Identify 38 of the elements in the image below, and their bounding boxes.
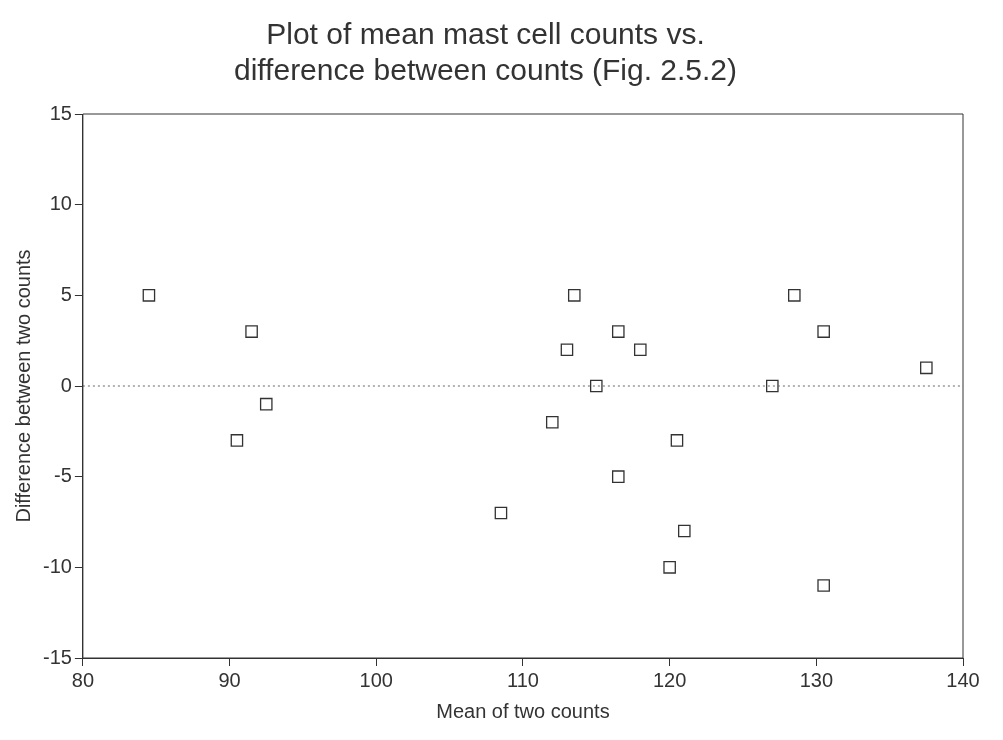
point bbox=[678, 524, 691, 538]
point bbox=[230, 434, 244, 447]
x-tick-label: 130 bbox=[799, 668, 834, 691]
point bbox=[560, 343, 574, 357]
point bbox=[920, 361, 933, 375]
point bbox=[611, 325, 625, 338]
point bbox=[670, 434, 684, 447]
x-tick-label: 110 bbox=[507, 668, 539, 691]
point bbox=[633, 343, 647, 357]
point bbox=[545, 415, 559, 429]
text: Plot of mean mast cell counts vs. bbox=[266, 17, 705, 51]
point bbox=[788, 289, 801, 302]
point bbox=[567, 289, 581, 302]
x-tick-label: 120 bbox=[652, 668, 687, 691]
y-tick-label: -10 bbox=[43, 554, 72, 577]
x-tick-label: 140 bbox=[946, 668, 980, 691]
point bbox=[589, 379, 603, 393]
point bbox=[817, 579, 830, 592]
point bbox=[142, 289, 156, 302]
point bbox=[663, 561, 676, 574]
y-tick-label: 15 bbox=[49, 101, 72, 124]
y-tick-label: -15 bbox=[43, 645, 72, 668]
x-tick-label: 80 bbox=[71, 668, 95, 691]
point bbox=[494, 506, 508, 520]
point bbox=[817, 325, 830, 338]
y-tick-label: -5 bbox=[54, 464, 72, 487]
point bbox=[766, 379, 779, 393]
x-tick-label: 90 bbox=[218, 668, 241, 691]
point bbox=[611, 470, 625, 483]
y-axis-title: Difference between two counts bbox=[11, 249, 34, 523]
y-tick-label: 0 bbox=[60, 373, 72, 396]
x-tick-label: 100 bbox=[359, 668, 393, 691]
y-tick-label: 10 bbox=[49, 192, 72, 215]
point bbox=[245, 325, 258, 338]
y-tick-label: 5 bbox=[60, 282, 72, 305]
point bbox=[259, 397, 273, 411]
text: difference between counts (Fig. 2.5.2) bbox=[233, 53, 738, 87]
x-axis-title: Mean of two counts bbox=[436, 699, 610, 722]
